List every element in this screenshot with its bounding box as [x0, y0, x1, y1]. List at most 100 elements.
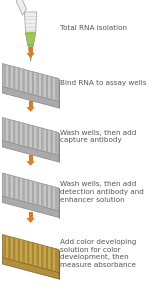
Circle shape: [23, 80, 24, 84]
Circle shape: [41, 259, 43, 263]
Circle shape: [37, 194, 39, 197]
Circle shape: [46, 146, 48, 150]
Circle shape: [32, 137, 34, 140]
Circle shape: [41, 250, 43, 254]
Circle shape: [4, 81, 6, 85]
Circle shape: [32, 74, 34, 78]
Circle shape: [55, 187, 57, 191]
Circle shape: [9, 130, 10, 134]
Circle shape: [51, 145, 53, 148]
Circle shape: [32, 248, 34, 252]
Circle shape: [55, 249, 57, 252]
Circle shape: [32, 184, 34, 187]
Circle shape: [55, 89, 57, 93]
Circle shape: [32, 201, 34, 204]
Circle shape: [37, 84, 39, 88]
Circle shape: [37, 199, 39, 203]
Circle shape: [41, 128, 43, 131]
Circle shape: [37, 261, 39, 264]
Circle shape: [4, 67, 6, 70]
Circle shape: [46, 257, 48, 261]
Circle shape: [41, 77, 43, 80]
Circle shape: [55, 196, 57, 199]
Circle shape: [23, 178, 24, 182]
Circle shape: [37, 135, 39, 139]
Circle shape: [41, 134, 43, 137]
Circle shape: [9, 248, 10, 251]
Circle shape: [23, 181, 24, 185]
Circle shape: [4, 235, 6, 238]
Polygon shape: [29, 154, 33, 161]
Circle shape: [13, 135, 15, 138]
Circle shape: [13, 243, 15, 247]
Circle shape: [9, 236, 10, 240]
Circle shape: [51, 262, 53, 265]
Circle shape: [46, 202, 48, 205]
Circle shape: [51, 93, 53, 97]
Circle shape: [32, 128, 34, 132]
Circle shape: [18, 88, 20, 91]
Circle shape: [18, 76, 20, 80]
Text: Add color developing
solution for color
development, then
measure absorbance: Add color developing solution for color …: [60, 239, 136, 268]
Circle shape: [18, 180, 20, 184]
Circle shape: [4, 70, 6, 73]
Circle shape: [23, 140, 24, 144]
Circle shape: [4, 249, 6, 253]
Circle shape: [27, 197, 29, 200]
Circle shape: [41, 189, 43, 193]
Circle shape: [18, 130, 20, 134]
Circle shape: [13, 120, 15, 124]
Circle shape: [32, 189, 34, 193]
Circle shape: [46, 75, 48, 79]
Circle shape: [13, 257, 15, 261]
Circle shape: [18, 253, 20, 256]
Circle shape: [9, 74, 10, 77]
Circle shape: [13, 129, 15, 133]
Circle shape: [37, 249, 39, 253]
Circle shape: [51, 130, 53, 134]
Circle shape: [27, 185, 29, 189]
Circle shape: [32, 245, 34, 249]
Circle shape: [41, 91, 43, 94]
Circle shape: [4, 185, 6, 188]
Circle shape: [41, 145, 43, 148]
Circle shape: [55, 98, 57, 101]
Circle shape: [9, 76, 10, 80]
Circle shape: [18, 82, 20, 85]
Circle shape: [23, 257, 24, 261]
Circle shape: [18, 238, 20, 242]
Circle shape: [13, 184, 15, 188]
Circle shape: [55, 92, 57, 95]
Circle shape: [23, 243, 24, 246]
Circle shape: [55, 137, 57, 141]
Circle shape: [23, 254, 24, 258]
Circle shape: [37, 138, 39, 142]
Circle shape: [41, 183, 43, 187]
Circle shape: [41, 131, 43, 134]
Circle shape: [37, 258, 39, 262]
Text: Wash wells, then add
capture antibody: Wash wells, then add capture antibody: [60, 130, 136, 143]
Circle shape: [4, 121, 6, 124]
Circle shape: [41, 148, 43, 152]
Circle shape: [51, 150, 53, 154]
Circle shape: [4, 84, 6, 87]
Circle shape: [46, 129, 48, 133]
Circle shape: [55, 263, 57, 266]
Circle shape: [32, 181, 34, 184]
Circle shape: [46, 190, 48, 194]
Circle shape: [46, 184, 48, 188]
Circle shape: [18, 139, 20, 142]
Circle shape: [37, 127, 39, 130]
Circle shape: [37, 90, 39, 93]
Circle shape: [9, 186, 10, 190]
Circle shape: [9, 139, 10, 143]
Circle shape: [18, 247, 20, 251]
Polygon shape: [2, 118, 59, 155]
Circle shape: [23, 89, 24, 92]
Circle shape: [37, 75, 39, 79]
Polygon shape: [2, 196, 59, 218]
Circle shape: [18, 183, 20, 186]
Polygon shape: [26, 32, 36, 45]
Circle shape: [46, 140, 48, 144]
Polygon shape: [2, 173, 59, 211]
